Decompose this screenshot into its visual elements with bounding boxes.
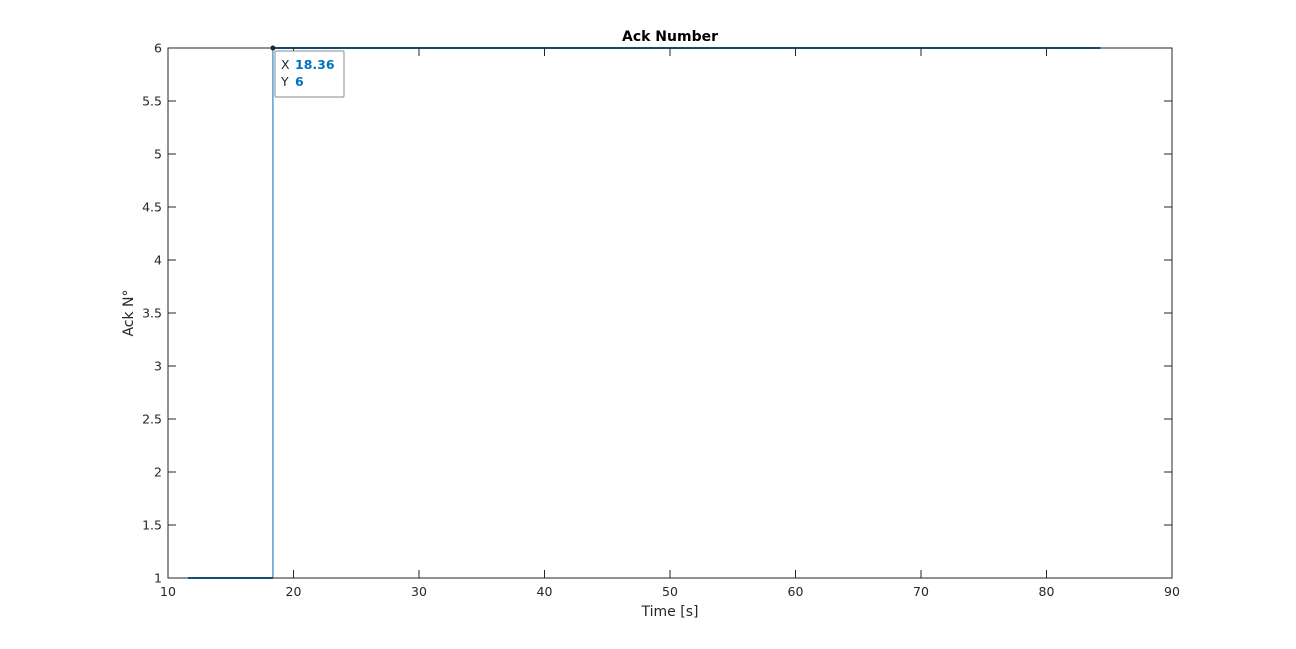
x-tick-label: 80 [1039,584,1055,599]
y-tick-label: 1.5 [142,518,162,533]
x-tick-label: 30 [411,584,427,599]
y-tick-label: 5.5 [142,94,162,109]
y-tick-label: 4 [154,253,162,268]
datatip-marker [270,45,276,51]
y-tick-label: 2 [154,465,162,480]
datatip-box [274,50,345,98]
y-tick-label: 4.5 [142,200,162,215]
x-tick-label: 50 [662,584,678,599]
y-tick-label: 3 [154,359,162,374]
y-tick-label: 6 [154,41,162,56]
x-axis: 10 20 30 40 50 60 70 80 90 [160,48,1180,599]
datatip-y-value: 6 [295,74,304,89]
datatip-x-key: X [281,57,290,72]
x-axis-label: Time [s] [641,604,699,620]
y-tick-label: 5 [154,147,162,162]
y-tick-label: 3.5 [142,306,162,321]
x-tick-label: 40 [537,584,553,599]
y-tick-label: 1 [154,571,162,586]
x-tick-label: 60 [788,584,804,599]
chart-title: Ack Number [622,29,718,45]
datatip-y-key: Y [280,74,289,89]
datatip[interactable]: X 18.36 Y 6 [270,45,345,98]
datatip-x-value: 18.36 [295,57,335,72]
plot-area [168,48,1172,578]
y-axis-label: Ack N° [121,289,137,336]
x-tick-label: 10 [160,584,176,599]
y-tick-label: 2.5 [142,412,162,427]
x-tick-label: 90 [1164,584,1180,599]
y-axis: 1 1.5 2 2.5 3 3.5 4 4.5 5 5.5 6 [142,41,1172,586]
x-tick-label: 70 [913,584,929,599]
x-tick-label: 20 [286,584,302,599]
